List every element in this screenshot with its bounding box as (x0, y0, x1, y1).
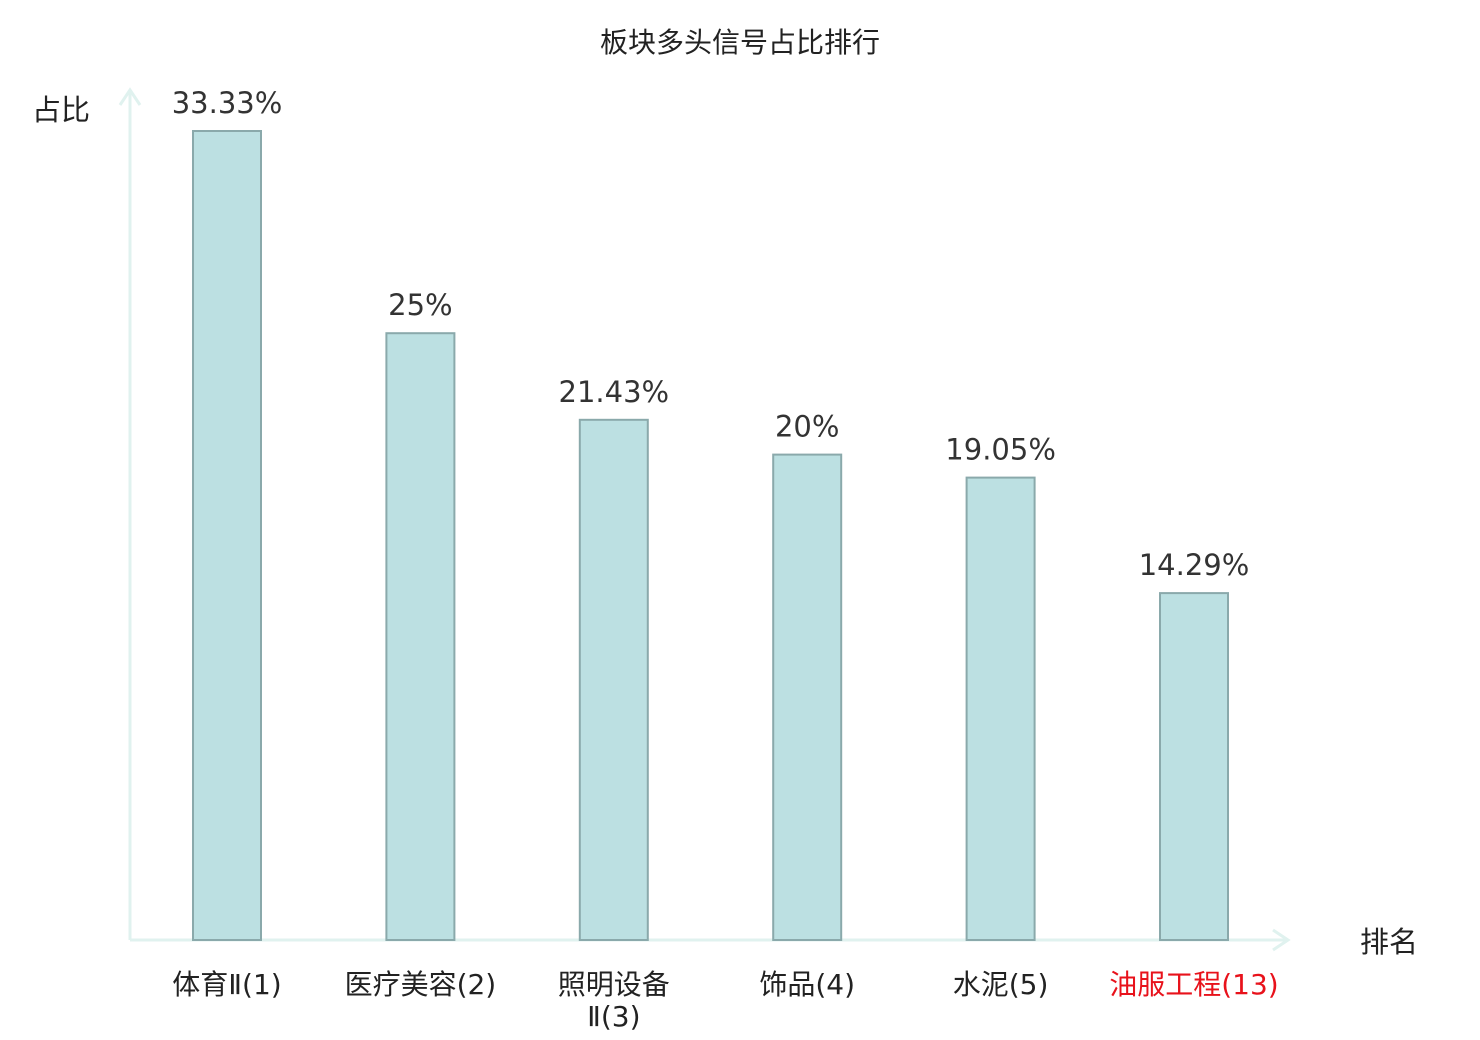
bar-2 (385, 332, 456, 941)
data-label-5: 19.05% (945, 433, 1056, 467)
category-label-2: 医疗美容(2) (345, 968, 497, 1001)
category-label-5: 水泥(5) (953, 968, 1049, 1001)
data-label-4: 20% (775, 410, 839, 444)
bar-3 (578, 418, 649, 941)
category-label-3-line-1: 照明设备 (558, 968, 670, 1001)
category-label-3-line-2: Ⅱ(3) (587, 1000, 640, 1033)
chart-title: 板块多头信号占比排行 (600, 26, 880, 59)
bar-4 (772, 453, 843, 941)
category-label-6: 油服工程(13) (1109, 968, 1278, 1001)
bars-group (192, 130, 1229, 941)
bar-6 (1159, 592, 1229, 941)
bar-1 (192, 130, 262, 941)
x-axis-label: 排名 (1360, 925, 1418, 959)
category-label-1: 体育Ⅱ(1) (172, 968, 281, 1001)
data-label-2: 25% (388, 288, 452, 322)
x-axis-arrow (1272, 928, 1291, 952)
data-label-6: 14.29% (1139, 548, 1250, 582)
data-label-3: 21.43% (559, 375, 670, 409)
value-labels-group: 33.33% 25% 21.43% 20% 19.05% 14.29% (172, 86, 1250, 582)
y-axis-arrow (118, 87, 142, 106)
data-label-1: 33.33% (172, 86, 283, 120)
y-axis-label: 占比 (32, 93, 90, 127)
bar-5 (965, 476, 1036, 941)
category-label-4: 饰品(4) (759, 968, 855, 1001)
